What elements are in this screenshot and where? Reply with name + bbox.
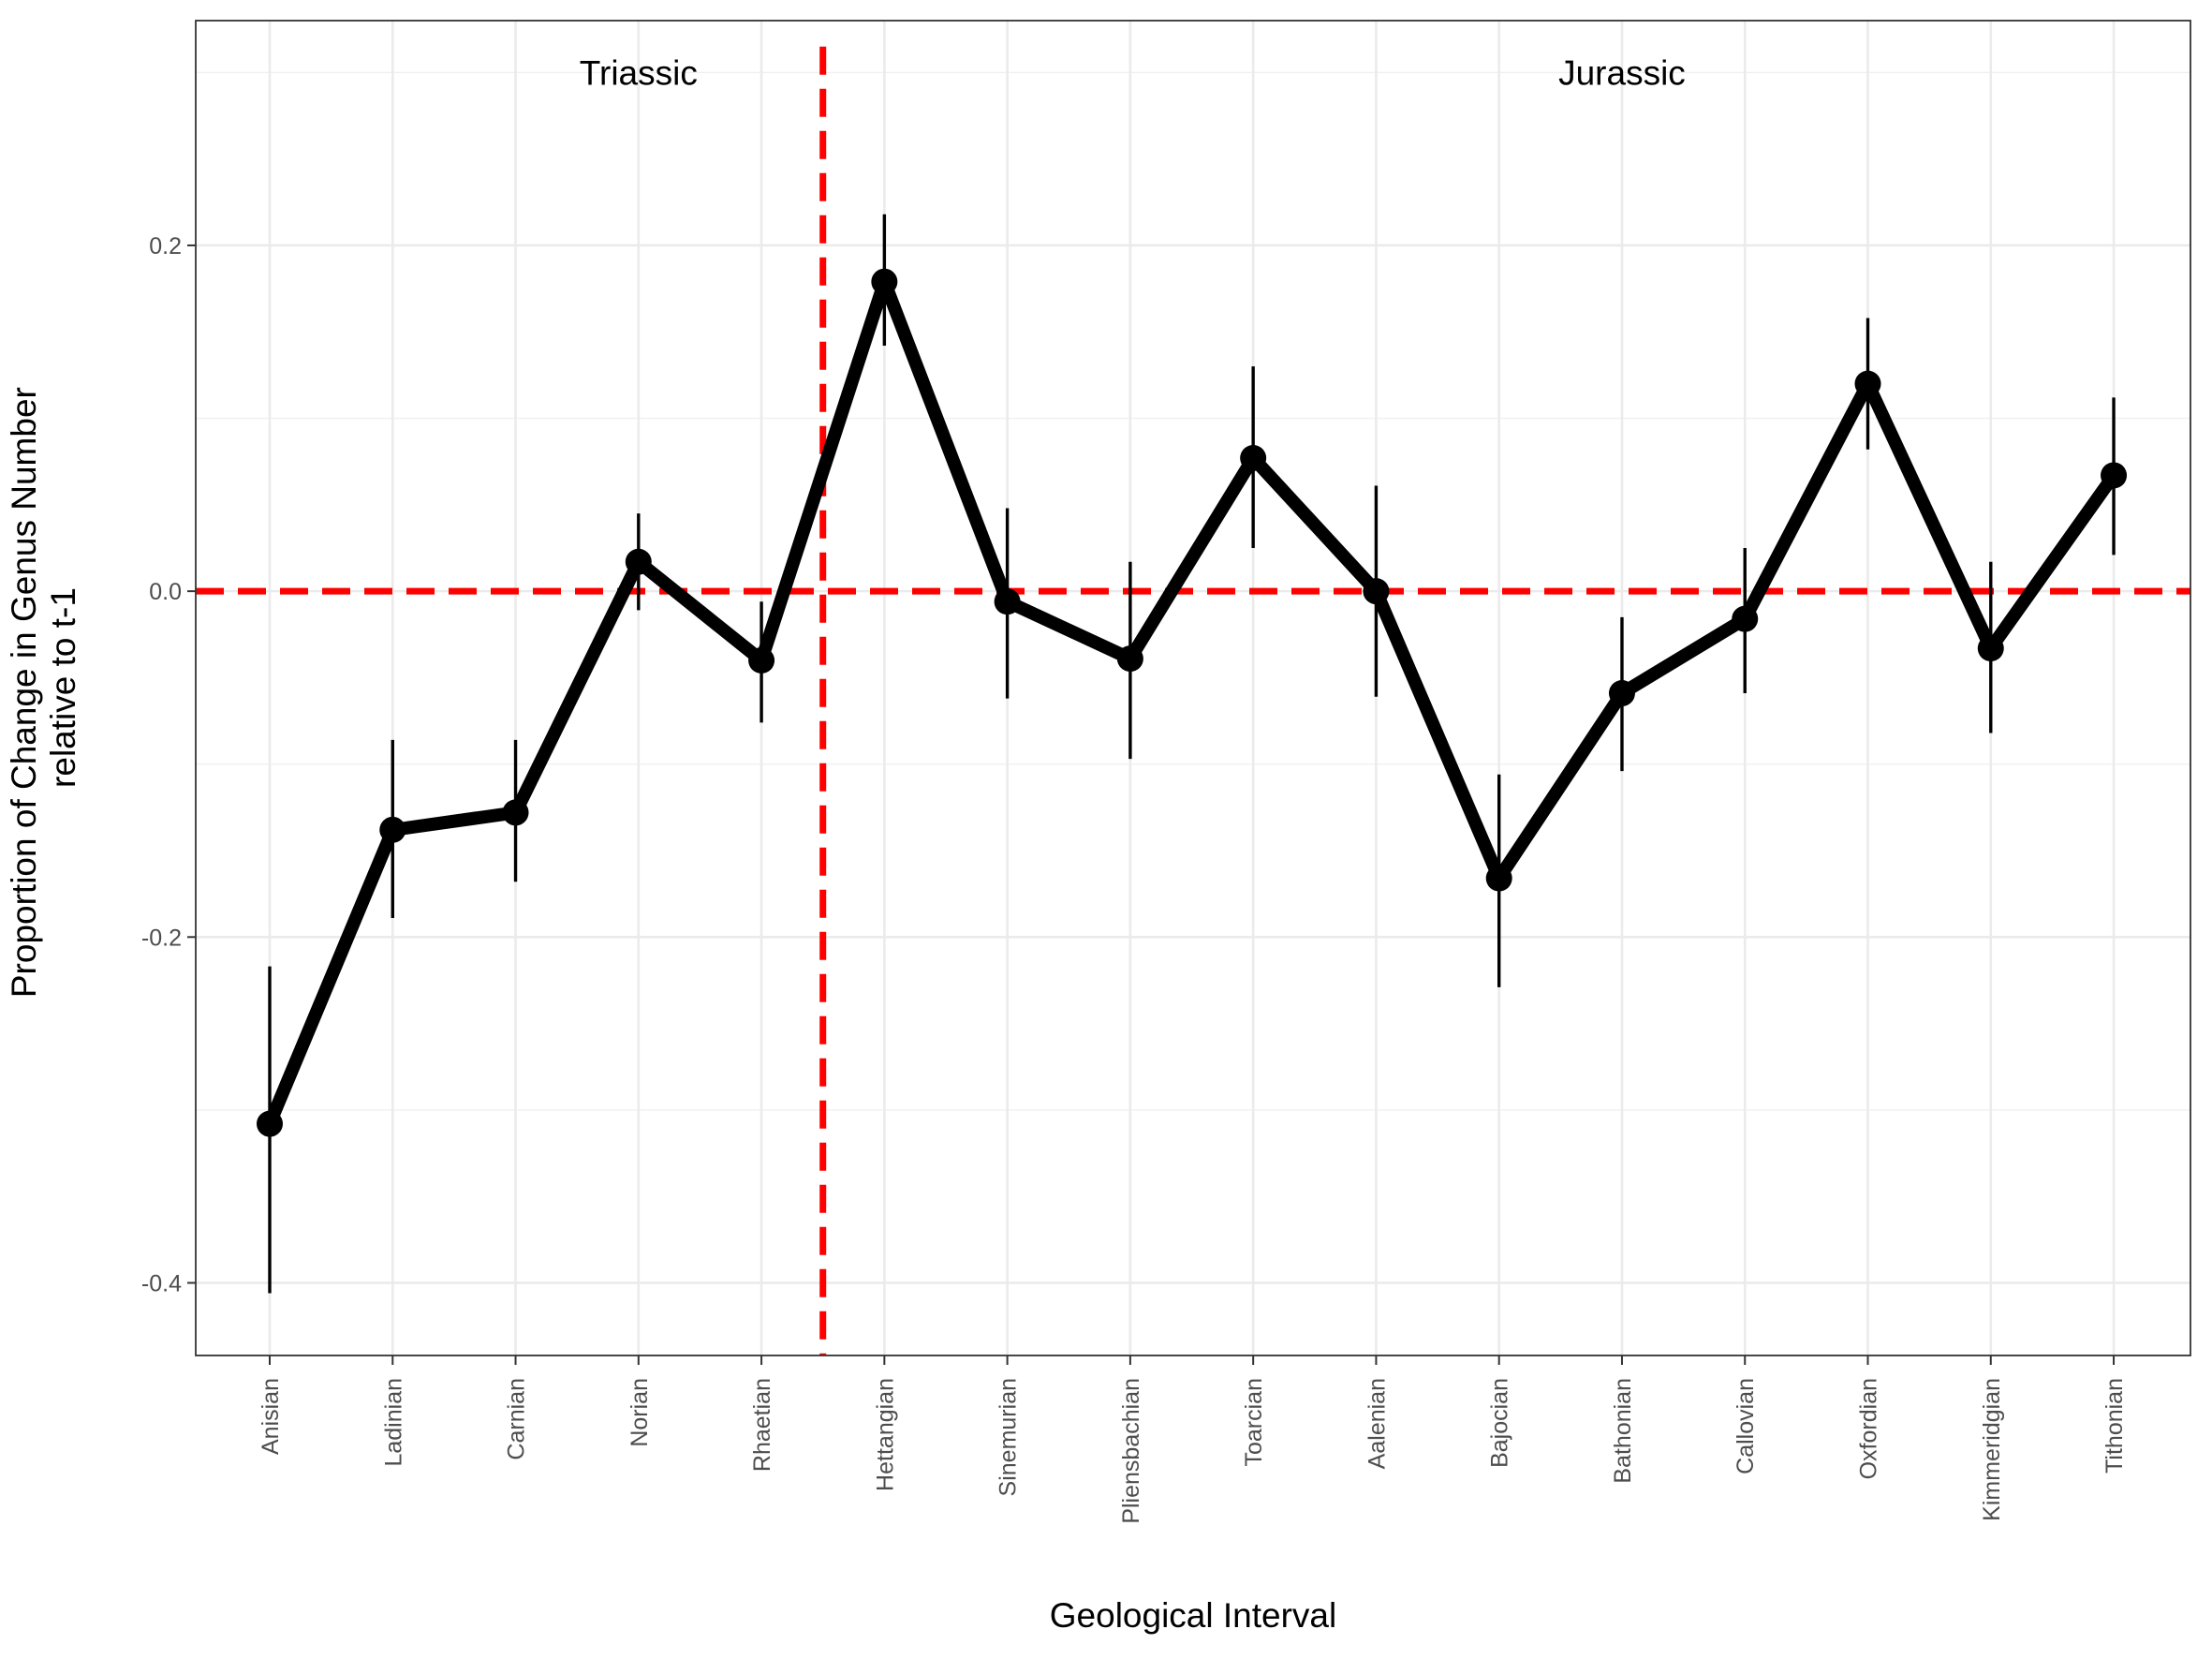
data-point-rhaetian [748, 646, 775, 674]
y-tick-label: 0.0 [149, 579, 182, 605]
y-tick-label: -0.2 [141, 925, 182, 951]
y-tick-label: 0.2 [149, 233, 182, 259]
data-point-tithonian [2101, 462, 2128, 489]
data-point-carnian [502, 799, 529, 826]
x-tick-label-bathonian: Bathonian [1610, 1378, 1636, 1484]
x-tick-label-carnian: Carnian [504, 1378, 530, 1460]
series-line [263, 274, 2121, 1131]
x-tick-label-callovian: Callovian [1733, 1378, 1759, 1474]
data-point-hettangian [871, 268, 898, 295]
x-tick-label-anisian: Anisian [258, 1378, 284, 1455]
data-points [257, 268, 2128, 1137]
y-axis-title-line-1: Proportion of Change in Genus Number [5, 387, 43, 998]
annotation-triassic: Triassic [580, 53, 698, 92]
data-point-norian [625, 548, 652, 575]
data-point-ladinian [379, 816, 406, 843]
x-tick-label-oxfordian: Oxfordian [1856, 1378, 1882, 1479]
data-point-oxfordian [1854, 370, 1881, 397]
x-tick-label-sinemurian: Sinemurian [995, 1378, 1022, 1496]
period-annotations: Triassic Jurassic [580, 53, 1686, 92]
x-axis-title: Geological Interval [1050, 1596, 1336, 1635]
y-axis: -0.4 -0.2 0.0 0.2 [141, 233, 196, 1296]
data-point-sinemurian [994, 588, 1021, 615]
data-point-bathonian [1608, 680, 1635, 707]
series-line-group [263, 274, 2121, 1131]
minor-gridlines [196, 71, 2190, 1111]
data-point-kimmeridgian [1977, 635, 2004, 662]
y-axis-title-line-2: relative to t-1 [44, 587, 82, 788]
data-point-anisian [257, 1110, 283, 1137]
x-axis: Anisian Ladinian Carnian Norian Rhaetian Hett… [258, 1355, 2128, 1524]
x-tick-label-kimmeridgian: Kimmeridgian [1979, 1378, 2005, 1521]
data-point-callovian [1732, 605, 1759, 632]
data-point-aalenian [1363, 578, 1390, 605]
x-tick-label-hettangian: Hettangian [872, 1378, 898, 1491]
annotation-jurassic: Jurassic [1558, 53, 1686, 92]
x-tick-label-tithonian: Tithonian [2101, 1378, 2128, 1474]
reference-lines [196, 46, 2190, 1355]
x-tick-label-pliensbachian: Pliensbachian [1118, 1378, 1144, 1524]
y-tick-label: -0.4 [141, 1270, 182, 1296]
data-point-toarcian [1240, 445, 1267, 472]
panel-background [196, 21, 2190, 1355]
data-point-pliensbachian [1116, 645, 1143, 673]
x-tick-label-rhaetian: Rhaetian [749, 1378, 775, 1472]
y-axis-title: Proportion of Change in Genus Number rel… [5, 378, 82, 998]
x-tick-label-ladinian: Ladinian [380, 1378, 406, 1467]
data-point-bajocian [1485, 865, 1512, 892]
x-tick-label-toarcian: Toarcian [1241, 1378, 1267, 1467]
x-tick-label-bajocian: Bajocian [1487, 1378, 1513, 1468]
x-tick-label-norian: Norian [627, 1378, 653, 1447]
panel-border [195, 20, 2191, 1356]
x-tick-label-aalenian: Aalenian [1364, 1378, 1390, 1469]
